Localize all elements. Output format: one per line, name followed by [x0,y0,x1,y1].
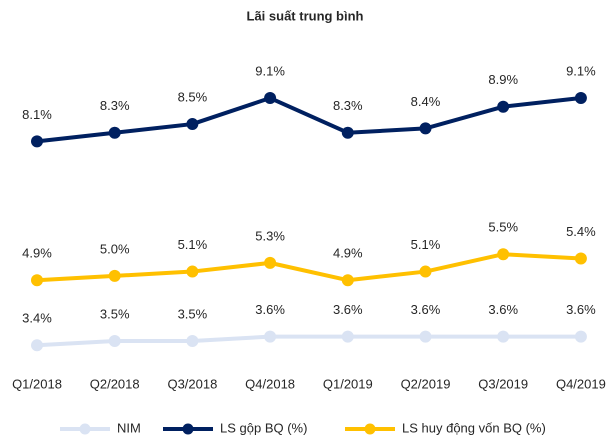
data-point [574,330,587,343]
data-point [419,265,432,278]
data-point [186,334,199,347]
data-label: 4.9% [22,246,52,261]
data-label: 8.3% [333,98,363,113]
x-tick-label: Q3/2018 [167,376,217,391]
x-tick-label: Q4/2018 [245,376,295,391]
x-tick-label: Q3/2019 [478,376,528,391]
data-label: 9.1% [566,63,596,78]
data-label: 3.6% [255,302,285,317]
x-tick-label: Q2/2019 [401,376,451,391]
data-point [108,269,121,282]
x-tick-label: Q4/2019 [556,376,606,391]
data-label: 8.4% [411,94,441,109]
x-tick-label: Q2/2018 [90,376,140,391]
data-point [264,330,277,343]
x-tick-label: Q1/2018 [12,376,62,391]
legend-label: NIM [117,420,141,435]
data-point [186,118,199,131]
data-point [419,122,432,135]
data-point [497,330,510,343]
series-line [36,334,581,348]
data-label: 3.6% [488,302,518,317]
data-label: 4.9% [333,246,363,261]
series-line [36,252,582,283]
data-label: 8.1% [22,107,52,122]
data-label: 3.6% [566,302,596,317]
data-point [264,256,277,269]
data-point [31,274,43,287]
data-label: 5.4% [566,224,596,239]
data-point [419,330,432,343]
data-point [108,334,121,347]
data-label: 3.5% [100,306,130,321]
data-label: 5.1% [411,237,441,252]
data-point [341,330,354,343]
data-label: 8.9% [488,72,518,87]
data-point [31,135,43,148]
data-point [108,126,121,139]
legend-marker [182,423,194,435]
legend-label: LS gộp BQ (%) [220,420,307,435]
legend-label: LS huy động vốn BQ (%) [402,420,546,435]
data-label: 5.5% [488,220,518,235]
data-label: 3.4% [22,311,52,326]
data-label: 3.6% [333,302,363,317]
data-label: 5.1% [178,237,208,252]
x-tick-label: Q1/2019 [323,376,373,391]
data-point [574,92,587,105]
data-label: 9.1% [255,63,285,78]
data-point [341,274,354,287]
data-point [574,252,587,265]
data-point [497,248,510,261]
data-label: 3.6% [411,302,441,317]
data-label: 8.5% [178,89,208,104]
data-point [186,265,199,278]
data-label: 5.0% [100,241,130,256]
data-point [497,100,510,113]
data-point [341,126,354,139]
data-point [264,92,277,105]
chart-title: Lãi suất trung bình [247,8,364,23]
legend-marker [79,423,91,435]
series-line [36,96,582,144]
data-point [31,339,43,352]
data-label: 8.3% [100,98,130,113]
data-label: 5.3% [255,228,285,243]
legend-marker [364,423,376,435]
data-label: 3.5% [178,306,208,321]
